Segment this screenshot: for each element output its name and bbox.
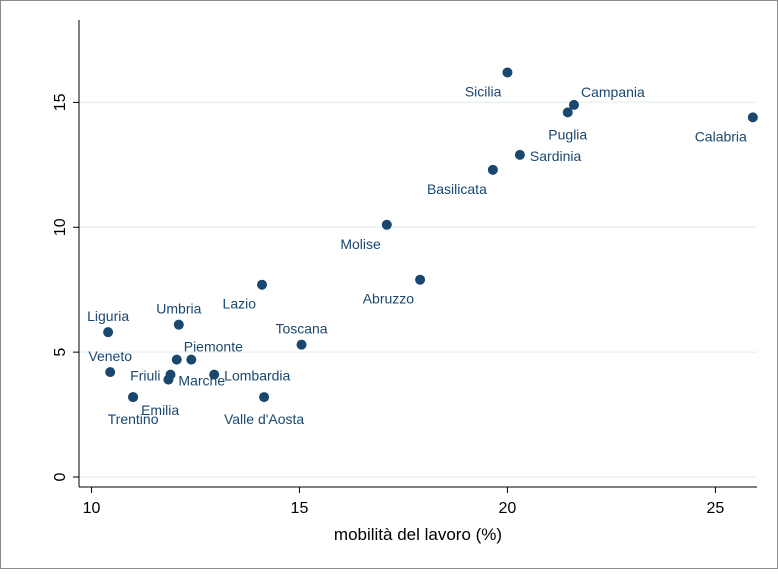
data-point-label: Marche <box>178 373 225 389</box>
x-tick-label: 15 <box>291 500 309 517</box>
data-point <box>163 374 174 385</box>
data-markers <box>103 67 758 403</box>
data-point-label: Piemonte <box>184 339 243 355</box>
data-point <box>128 392 139 403</box>
data-point-label: Veneto <box>88 348 132 364</box>
data-point <box>747 112 758 123</box>
x-axis-title: mobilità del lavoro (%) <box>334 525 502 544</box>
data-point <box>381 219 392 230</box>
data-point-label: Emilia <box>141 402 179 418</box>
y-tick-label: 0 <box>52 472 69 481</box>
data-point-label: Liguria <box>87 308 129 324</box>
data-point-label: Toscana <box>275 321 327 337</box>
data-point-label: Trentino <box>108 411 159 427</box>
data-point <box>103 327 114 338</box>
data-point <box>186 354 197 365</box>
x-tick-label: 25 <box>707 500 725 517</box>
data-point-label: Sicilia <box>465 83 502 99</box>
data-point-label: Abruzzo <box>363 291 415 307</box>
data-point <box>562 107 573 118</box>
data-point <box>257 279 268 290</box>
x-tick-label: 10 <box>83 500 101 517</box>
data-point <box>105 367 116 378</box>
data-point-label: Lazio <box>223 296 257 312</box>
axes: 10 15 20 25 0 5 10 15 <box>52 20 757 517</box>
data-point <box>487 164 498 175</box>
data-point-label: Campania <box>581 84 645 100</box>
data-labels: Sicilia Campania Puglia Calabria Sardinia Bas… <box>87 83 747 427</box>
y-tick-label: 5 <box>52 348 69 357</box>
data-point <box>415 274 426 285</box>
data-point <box>296 339 307 350</box>
y-tick-label: 15 <box>52 93 69 111</box>
data-point <box>259 392 270 403</box>
data-point-label: Basilicata <box>427 181 487 197</box>
data-point <box>173 319 184 330</box>
data-point <box>502 67 513 78</box>
data-point-label: Umbria <box>156 301 201 317</box>
x-tick-label: 20 <box>499 500 517 517</box>
data-point-label: Calabria <box>695 128 747 144</box>
data-point <box>514 149 525 160</box>
data-point <box>568 99 579 110</box>
data-point-label: Valle d'Aosta <box>224 411 304 427</box>
grid-lines <box>79 101 757 478</box>
data-point-label: Molise <box>340 236 381 252</box>
data-point-label: Lombardia <box>224 368 290 384</box>
data-point-label: Sardinia <box>530 148 582 164</box>
y-tick-label: 10 <box>52 218 69 236</box>
data-point-label: Friuli <box>130 368 160 384</box>
data-point <box>171 354 182 365</box>
data-point-label: Puglia <box>548 126 587 142</box>
data-point <box>209 369 220 380</box>
